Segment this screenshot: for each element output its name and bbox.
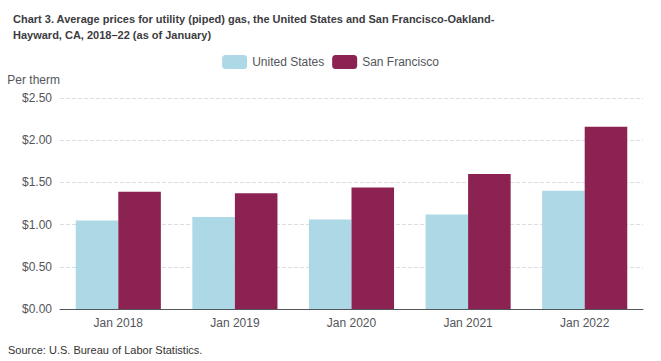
svg-text:$0.00: $0.00 (22, 302, 52, 316)
svg-text:$1.00: $1.00 (22, 218, 52, 232)
svg-text:Jan 2018: Jan 2018 (94, 316, 144, 330)
svg-text:San Francisco: San Francisco (362, 55, 439, 69)
svg-text:Hayward, CA, 2018–22 (as of Ja: Hayward, CA, 2018–22 (as of January) (13, 29, 211, 41)
svg-text:Per therm: Per therm (7, 73, 60, 87)
svg-text:$0.50: $0.50 (22, 260, 52, 274)
svg-text:Jan 2019: Jan 2019 (210, 316, 260, 330)
svg-text:$2.50: $2.50 (22, 91, 52, 105)
svg-text:Jan 2021: Jan 2021 (443, 316, 493, 330)
svg-text:United States: United States (252, 55, 324, 69)
svg-text:$2.00: $2.00 (22, 133, 52, 147)
svg-text:Source: U.S. Bureau of Labor S: Source: U.S. Bureau of Labor Statistics. (8, 344, 202, 356)
svg-text:$1.50: $1.50 (22, 175, 52, 189)
svg-text:Jan 2020: Jan 2020 (327, 316, 377, 330)
svg-text:Chart 3. Average prices for ut: Chart 3. Average prices for utility (pip… (13, 13, 495, 25)
svg-text:Jan 2022: Jan 2022 (560, 316, 610, 330)
